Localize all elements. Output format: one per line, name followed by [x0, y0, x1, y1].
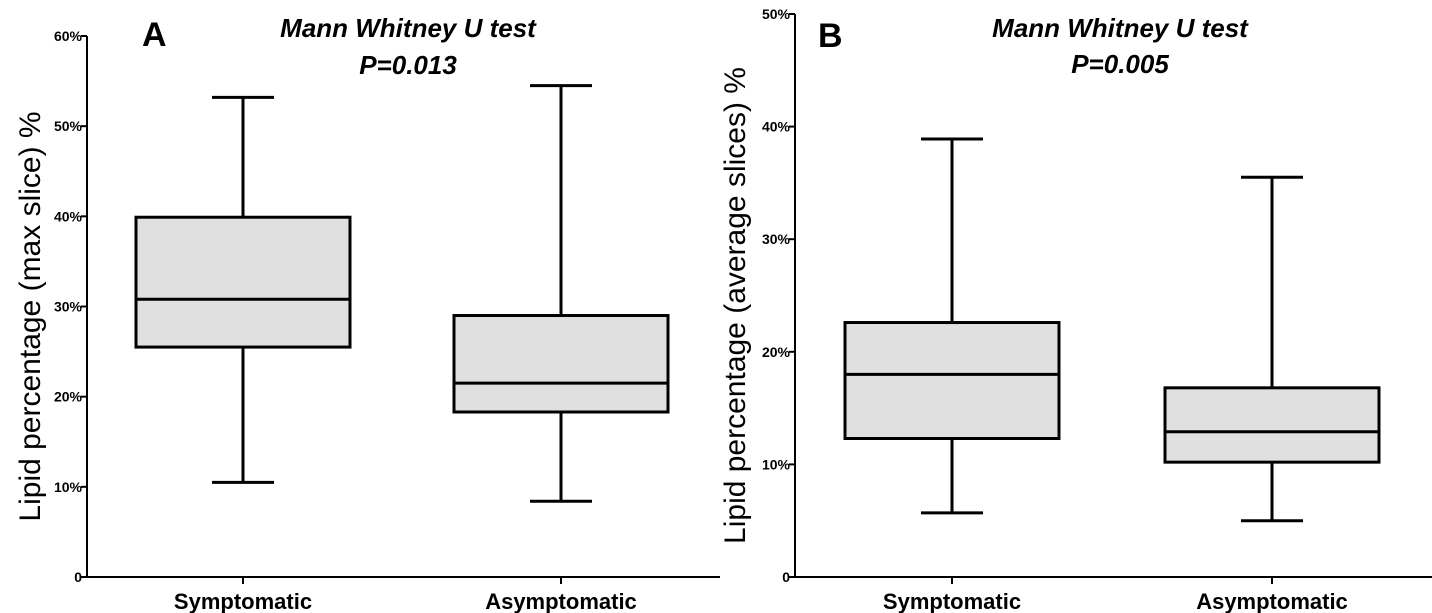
panel-a: 0 10% 20% 30% 40% 50% 60% Symptomatic Asymptomat…: [14, 13, 720, 613]
panel-b-y-tick-label: 20%: [762, 344, 791, 360]
panel-b-p-value: P=0.005: [1071, 49, 1169, 79]
panel-a-y-tick-label: 50%: [54, 118, 83, 134]
panel-b-test-name: Mann Whitney U test: [992, 13, 1249, 43]
panel-a-letter: A: [142, 16, 167, 54]
panel-a-p-value: P=0.013: [359, 50, 457, 80]
panel-a-y-tick-label: 40%: [54, 208, 83, 224]
panel-b-letter: B: [818, 17, 843, 55]
panel-b-y-axis-label: Lipid percentage (average slices) %: [719, 67, 752, 544]
panel-b: 0 10% 20% 30% 40% 50% Symptomatic Asymptomatic B…: [719, 6, 1432, 613]
panel-a-y-tick-label: 60%: [54, 28, 83, 44]
panel-a-category-label: Symptomatic: [174, 589, 312, 613]
panel-b-y-tick-label: 40%: [762, 119, 791, 135]
panel-a-y-tick-label: 20%: [54, 389, 83, 405]
panel-a-y-tick-label: 0: [74, 569, 82, 585]
panel-b-y-tick-label: 30%: [762, 231, 791, 247]
panel-b-category-label: Symptomatic: [883, 589, 1021, 613]
panel-b-y-tick-label: 50%: [762, 6, 791, 22]
panel-a-box-asymptomatic: [452, 314, 670, 414]
panel-b-category-label: Asymptomatic: [1196, 589, 1348, 613]
panel-a-y-tick-label: 30%: [54, 299, 83, 315]
panel-a-test-name: Mann Whitney U test: [280, 13, 537, 43]
panel-b-box-symptomatic: [843, 321, 1061, 441]
panel-a-y-axis-label: Lipid percentage (max slice) %: [14, 111, 47, 521]
panel-a-box-symptomatic: [134, 215, 352, 349]
panel-a-y-tick-label: 10%: [54, 479, 83, 495]
panel-b-y-tick-label: 10%: [762, 456, 791, 472]
panel-b-box-asymptomatic: [1163, 386, 1381, 464]
panel-a-category-label: Asymptomatic: [485, 589, 637, 613]
panel-b-y-tick-label: 0: [782, 569, 790, 585]
